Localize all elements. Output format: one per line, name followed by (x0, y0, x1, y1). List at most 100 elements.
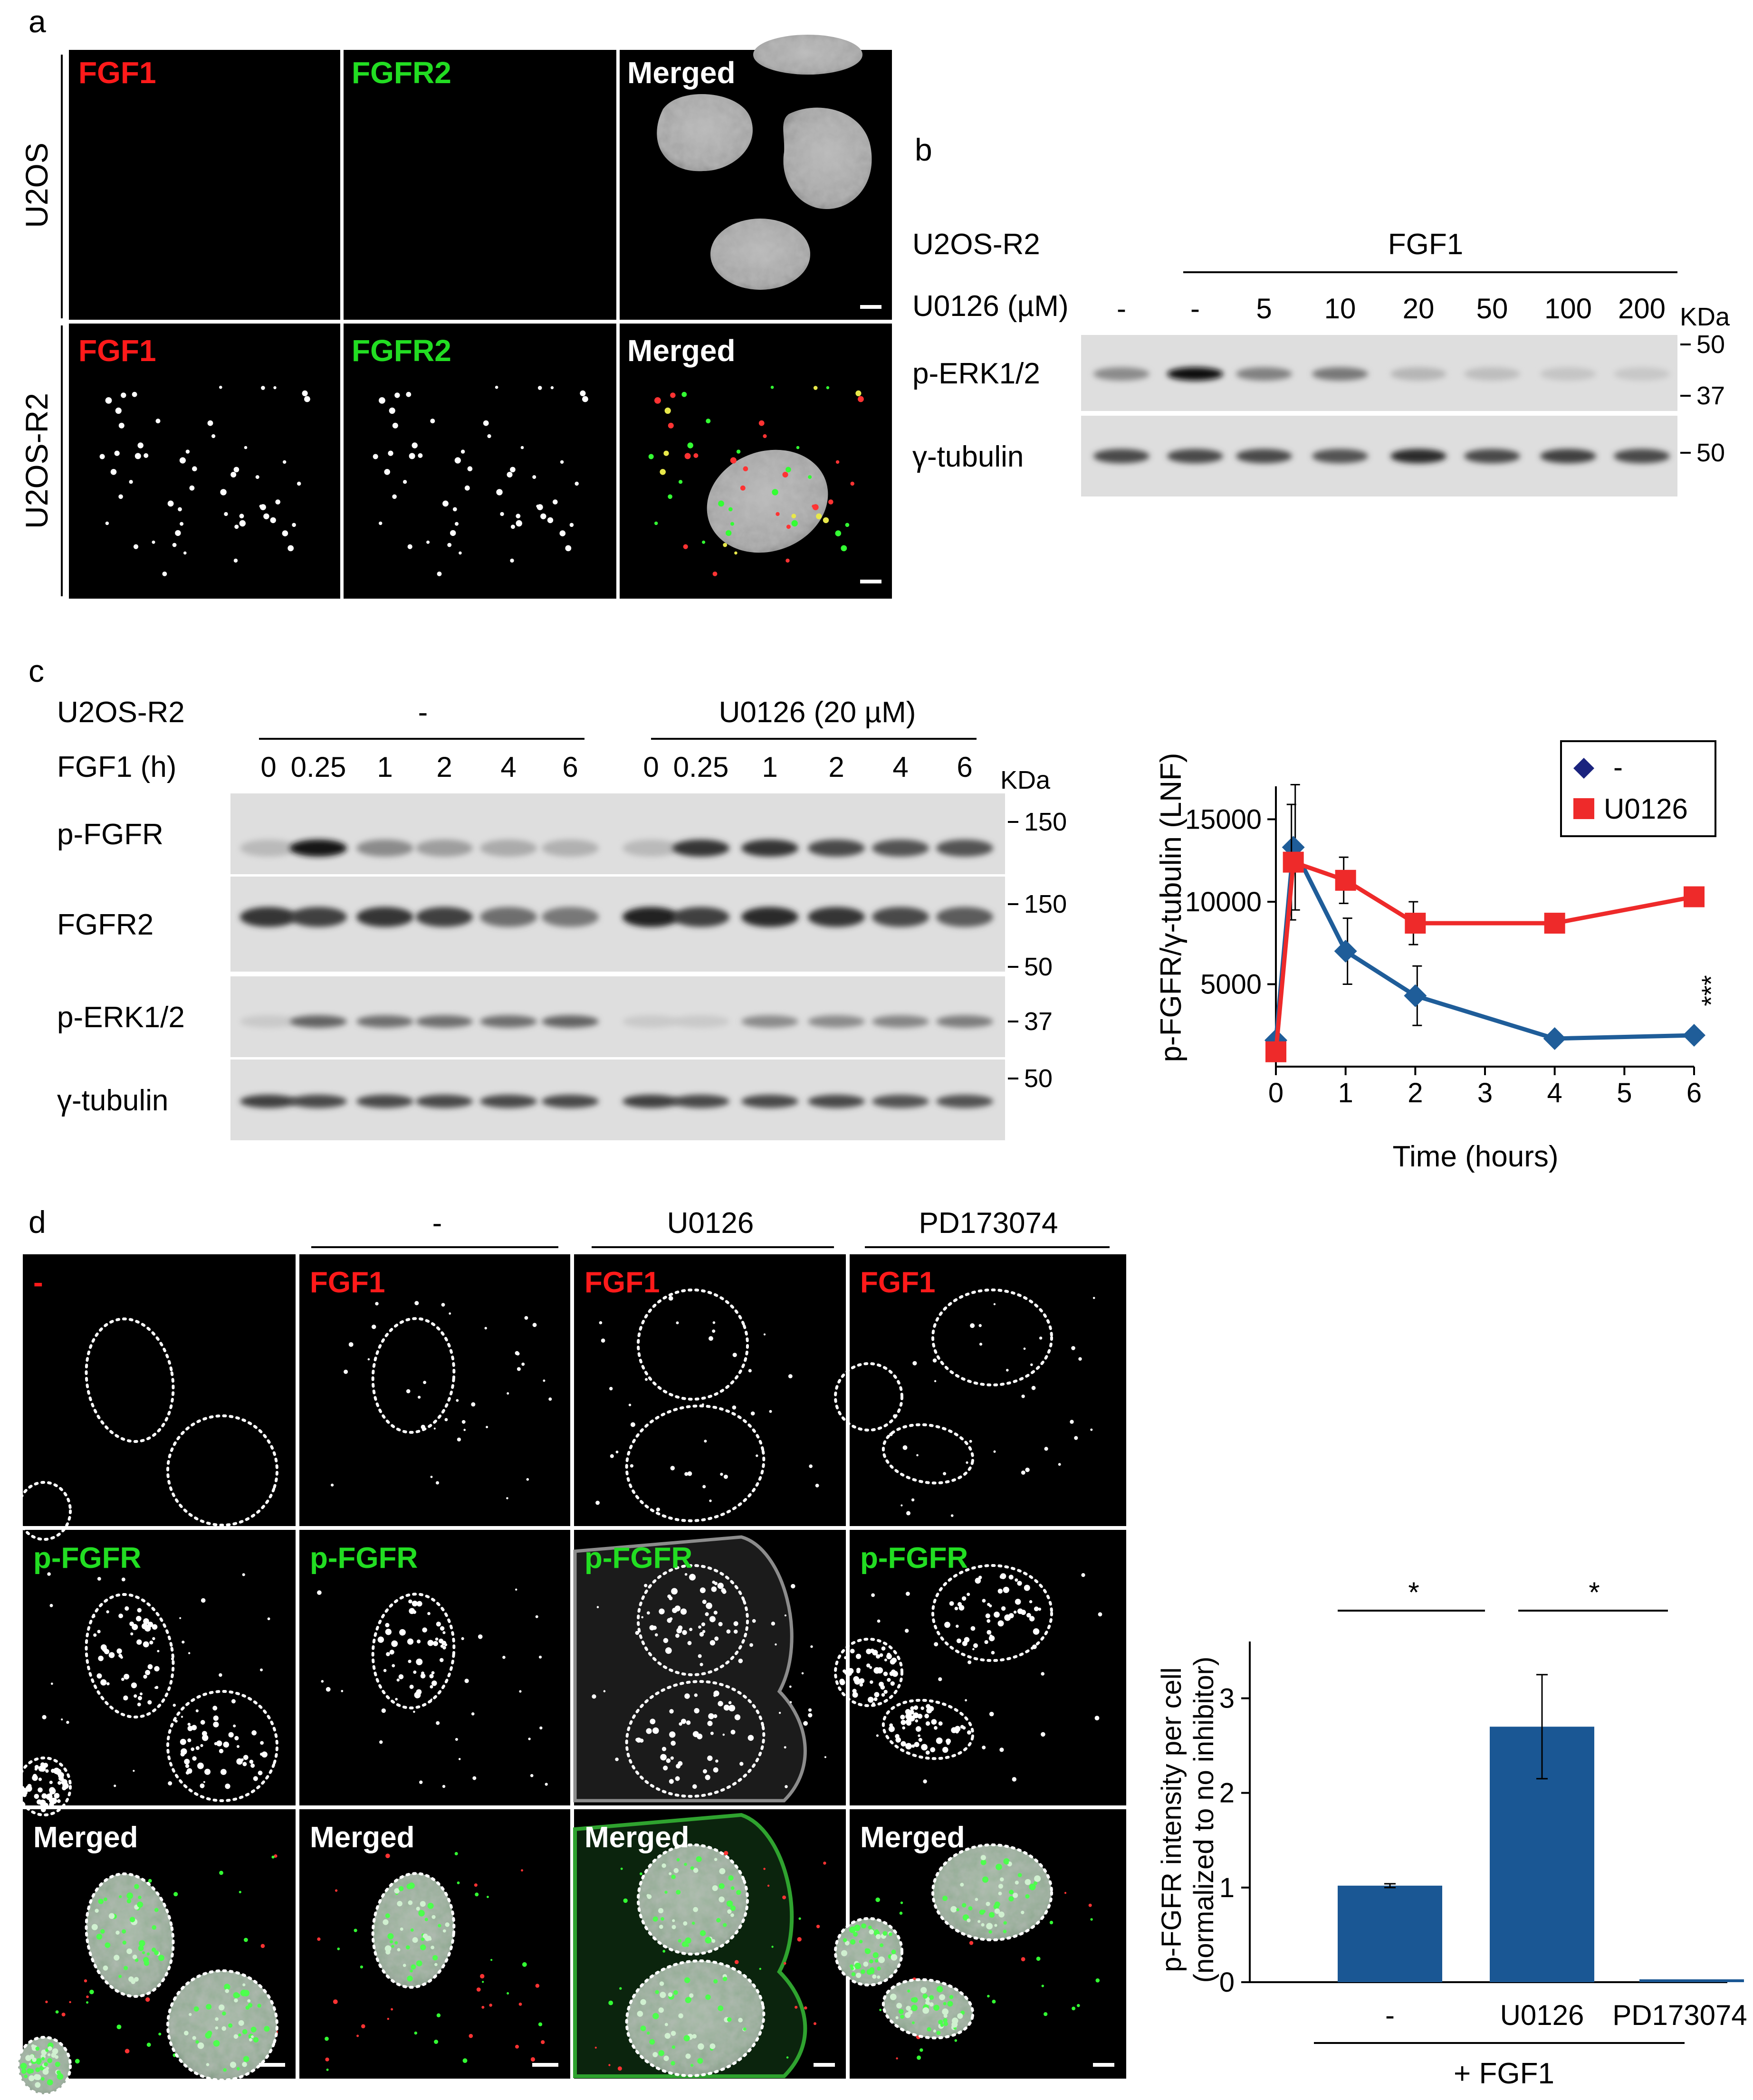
punctum (783, 1962, 786, 1965)
y-tick-label: 3 (1219, 1683, 1235, 1714)
punctum (348, 1342, 354, 1347)
punctum (687, 1471, 692, 1476)
blot-band (1167, 449, 1223, 463)
nuclear-punctum (658, 1908, 664, 1914)
nuclear-punctum (679, 1722, 682, 1726)
punctum (482, 1981, 484, 1983)
nuclear-punctum (649, 1625, 655, 1631)
punctum (749, 1643, 753, 1647)
nuclear-punctum (138, 1696, 143, 1700)
punctum (532, 1323, 537, 1327)
nuclear-punctum (706, 1603, 712, 1609)
punctum (244, 1938, 248, 1942)
nuclear-punctum (980, 1855, 986, 1861)
punctum (179, 1617, 182, 1619)
punctum (808, 1708, 812, 1712)
nuclear-punctum (121, 1678, 125, 1681)
punctum (808, 475, 812, 479)
nuclear-punctum (900, 1741, 906, 1747)
punctum (490, 1959, 493, 1961)
nuclear-punctum (646, 1611, 650, 1615)
nuclear-punctum (98, 1899, 104, 1904)
blot-band (1093, 449, 1150, 463)
time-label: FGF1 (h) (57, 751, 176, 783)
nuclear-punctum (200, 1783, 205, 1788)
nuclear-punctum (427, 1640, 434, 1646)
nuclear-punctum (408, 1900, 413, 1905)
nuclear-punctum (432, 1955, 438, 1961)
punctum (813, 386, 818, 390)
nuclear-punctum (213, 1715, 219, 1721)
nuclear-punctum (906, 1720, 912, 1726)
category-label: - (1385, 1999, 1395, 2031)
nuclear-punctum (257, 2004, 261, 2008)
punctum (879, 2009, 882, 2011)
punctum (105, 521, 109, 525)
nuclear-punctum (44, 2062, 48, 2067)
nuclear-punctum (925, 1721, 930, 1726)
nuclear-punctum (424, 1918, 428, 1921)
blot-band (741, 1095, 798, 1108)
nuclear-punctum (716, 1918, 721, 1923)
punctum (595, 1500, 600, 1505)
punctum (969, 1440, 972, 1443)
punctum (1090, 1428, 1093, 1431)
punctum (414, 2031, 417, 2035)
punctum (407, 544, 412, 549)
nuclear-punctum (998, 1884, 1003, 1889)
punctum (302, 390, 308, 397)
punctum (789, 1701, 792, 1703)
nuclear-punctum (93, 1633, 97, 1637)
punctum (167, 500, 174, 507)
nuclear-punctum (730, 1913, 734, 1917)
nuclear-punctum (973, 1643, 978, 1648)
punctum (772, 489, 778, 496)
punctum (662, 1950, 666, 1953)
nuclear-punctum (137, 1702, 141, 1707)
punctum (966, 1461, 968, 1464)
nuclear-punctum (686, 1944, 689, 1947)
punctum (372, 1325, 376, 1329)
punctum (434, 2040, 439, 2044)
nuclear-punctum (663, 1638, 669, 1643)
nuclear-punctum (1013, 1892, 1018, 1898)
nucleus-outline (637, 1564, 749, 1676)
nucleus-outline (625, 1404, 766, 1522)
nuclear-punctum (646, 1894, 650, 1898)
nuclear-punctum (137, 1608, 142, 1613)
punctum (668, 422, 674, 429)
punctum (782, 472, 788, 477)
punctum (740, 485, 746, 491)
blot-label: p-ERK1/2 (57, 1001, 185, 1034)
punctum (786, 525, 791, 529)
nuclear-punctum (723, 1923, 727, 1927)
nuclear-punctum (698, 1654, 702, 1658)
nuclear-punctum (193, 2006, 199, 2012)
lane-label: 0.25 (673, 751, 729, 783)
nuclear-punctum (416, 1601, 422, 1607)
punctum (569, 523, 574, 527)
punctum (876, 1734, 879, 1737)
punctum (521, 1869, 523, 1872)
nuclear-punctum (134, 1884, 139, 1890)
blot-band (1167, 367, 1223, 381)
nuclear-punctum (183, 2031, 189, 2036)
nuclear-punctum (699, 1930, 706, 1937)
nuclear-punctum (987, 1619, 991, 1623)
nuclear-punctum (951, 1727, 957, 1733)
nuclear-punctum (118, 1613, 124, 1618)
nuclear-punctum (1008, 1613, 1014, 1619)
nuclear-punctum (407, 1976, 413, 1982)
blot-label: p-FGFR (57, 818, 163, 851)
nuclear-punctum (859, 1683, 863, 1687)
nuclear-punctum (31, 2044, 35, 2048)
punctum (972, 1648, 975, 1651)
punctum (507, 472, 513, 477)
punctum (538, 1655, 542, 1659)
punctum (474, 1883, 478, 1887)
nuclear-punctum (126, 1948, 133, 1954)
panel-b-western-blot: U2OS-R2 FGF1 U0126 (µM) - -5 10 20 50 100 200 … (912, 228, 1730, 496)
lane-label: 0 (260, 751, 276, 783)
punctum (758, 420, 765, 426)
punctum (454, 1852, 458, 1855)
